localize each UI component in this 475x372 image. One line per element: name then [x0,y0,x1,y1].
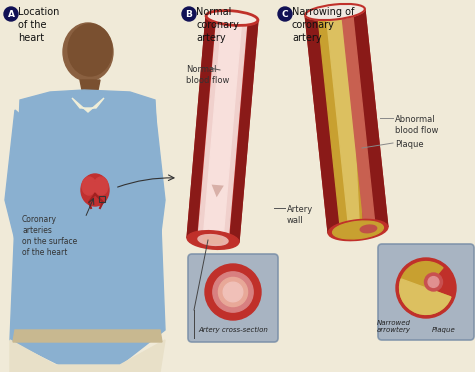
Text: Plaque: Plaque [432,327,456,333]
Ellipse shape [203,237,223,244]
Circle shape [428,277,439,288]
Polygon shape [187,16,258,242]
Ellipse shape [94,177,108,195]
Ellipse shape [68,24,112,76]
Ellipse shape [328,219,388,241]
Text: Location
of the
heart: Location of the heart [18,7,59,44]
Polygon shape [230,19,258,242]
Circle shape [396,258,456,318]
Polygon shape [187,16,215,238]
Ellipse shape [63,23,113,81]
Circle shape [213,272,253,312]
Circle shape [4,7,18,21]
Polygon shape [342,10,375,229]
Ellipse shape [81,174,109,206]
Text: C: C [282,10,288,19]
Text: Plaque: Plaque [395,140,424,149]
Text: Abnormal
blood flow: Abnormal blood flow [395,115,438,135]
Polygon shape [203,17,242,241]
Circle shape [278,7,292,21]
Text: Normal
blood flow: Normal blood flow [186,65,229,85]
Polygon shape [13,330,162,342]
Ellipse shape [332,221,383,239]
Polygon shape [5,110,38,240]
Polygon shape [198,17,247,241]
Polygon shape [353,9,388,228]
Circle shape [205,264,261,320]
Polygon shape [305,14,340,233]
FancyBboxPatch shape [378,244,474,340]
Polygon shape [80,80,100,100]
Text: Coronary
arteries
on the surface
of the heart: Coronary arteries on the surface of the … [22,215,77,257]
Ellipse shape [360,225,377,233]
Circle shape [425,273,443,291]
Circle shape [218,278,247,307]
Polygon shape [318,10,362,232]
Text: Artery cross-section: Artery cross-section [198,327,268,333]
Ellipse shape [187,231,239,249]
Circle shape [223,282,243,302]
Polygon shape [72,98,104,112]
Wedge shape [399,262,451,314]
Text: Artery
wall: Artery wall [287,205,313,225]
Ellipse shape [305,4,365,20]
Wedge shape [399,279,451,314]
Ellipse shape [206,10,258,25]
Polygon shape [326,10,360,231]
Polygon shape [10,90,165,365]
Ellipse shape [82,177,96,195]
Text: Narrowed
arrowtery: Narrowed arrowtery [377,320,411,333]
Text: B: B [186,10,192,19]
Ellipse shape [198,235,228,246]
Circle shape [182,7,196,21]
Text: Normal
coronary
artery: Normal coronary artery [196,7,239,44]
Polygon shape [138,110,165,240]
Text: Narrowing of
coronary
artery: Narrowing of coronary artery [292,7,354,44]
FancyBboxPatch shape [188,254,278,342]
Polygon shape [10,340,165,372]
Polygon shape [305,9,388,233]
Text: A: A [8,10,15,19]
